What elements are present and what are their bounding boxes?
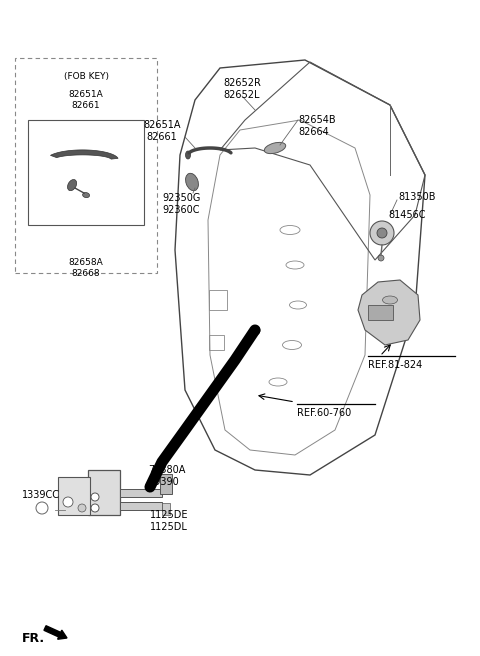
Text: 92350G
92360C: 92350G 92360C: [162, 193, 200, 215]
Text: 1339CC: 1339CC: [22, 490, 60, 500]
Circle shape: [91, 504, 99, 512]
Ellipse shape: [78, 504, 86, 512]
Ellipse shape: [186, 173, 198, 191]
Ellipse shape: [264, 142, 286, 154]
Ellipse shape: [383, 296, 397, 304]
Bar: [120, 502, 162, 510]
Text: 1125DE
1125DL: 1125DE 1125DL: [150, 510, 189, 533]
Circle shape: [378, 255, 384, 261]
Text: 82654B
82664: 82654B 82664: [298, 115, 336, 137]
Bar: [368, 305, 393, 320]
Bar: [162, 503, 170, 515]
Text: 82651A
82661: 82651A 82661: [69, 90, 103, 110]
Bar: [160, 474, 172, 494]
Text: 82652R
82652L: 82652R 82652L: [223, 78, 261, 100]
Text: REF.81-824: REF.81-824: [368, 360, 422, 370]
Circle shape: [370, 221, 394, 245]
Bar: [120, 489, 162, 497]
Bar: [58, 477, 90, 515]
Text: 81350B: 81350B: [398, 192, 435, 202]
Circle shape: [36, 502, 48, 514]
Ellipse shape: [68, 180, 77, 191]
Polygon shape: [50, 150, 118, 159]
Ellipse shape: [185, 151, 191, 159]
Bar: [88, 470, 120, 515]
Circle shape: [91, 493, 99, 501]
Ellipse shape: [83, 193, 90, 197]
Bar: [28, 120, 144, 225]
Text: 82651A
82661: 82651A 82661: [143, 120, 181, 142]
Text: 79380A
79390: 79380A 79390: [148, 465, 185, 487]
Text: 81456C: 81456C: [388, 210, 425, 220]
Bar: [15, 58, 157, 273]
Bar: [209, 335, 224, 350]
Bar: [209, 290, 227, 310]
Text: (FOB KEY): (FOB KEY): [63, 72, 108, 81]
Ellipse shape: [63, 497, 73, 507]
Circle shape: [377, 228, 387, 238]
Polygon shape: [358, 280, 420, 345]
FancyArrow shape: [44, 626, 67, 639]
Text: FR.: FR.: [22, 632, 45, 645]
Text: 82658A
82668: 82658A 82668: [69, 258, 103, 278]
Text: REF.60-760: REF.60-760: [297, 408, 351, 418]
